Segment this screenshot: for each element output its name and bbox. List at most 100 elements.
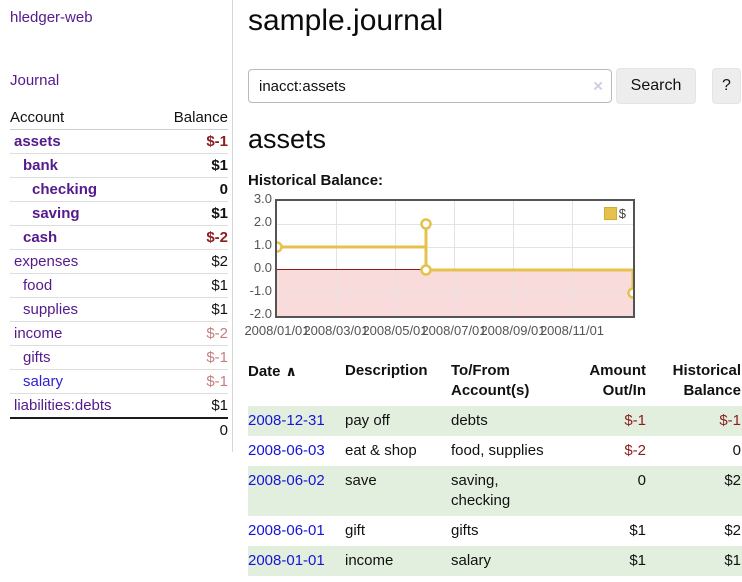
register-row: 2008-06-03 eat & shop food, supplies $-2…	[248, 436, 742, 466]
chart-legend: $	[602, 206, 627, 221]
x-tick-label: 2008/01/01	[244, 323, 310, 338]
sidebar-item-journal[interactable]: Journal	[10, 72, 60, 89]
x-tick-label: 2008/07/01	[421, 323, 487, 338]
y-tick-label: -2.0	[249, 306, 272, 321]
account-link-gifts[interactable]: gifts	[23, 349, 51, 366]
x-tick-label: 2008/09/01	[480, 323, 546, 338]
account-row-expenses: expenses $2	[10, 249, 228, 274]
account-link-bank[interactable]: bank	[23, 157, 59, 174]
accounts-table-header: Account Balance	[10, 106, 228, 130]
account-link-expenses[interactable]: expenses	[14, 253, 79, 270]
y-tick-label: 3.0	[253, 191, 272, 206]
account-balance: 0	[152, 177, 228, 202]
x-tick-label: 2008/03/01	[303, 323, 369, 338]
account-row-checking: checking 0	[10, 177, 228, 202]
transaction-date-link[interactable]: 2008-06-01	[248, 522, 325, 539]
transaction-balance: 0	[732, 442, 741, 459]
search-input[interactable]	[248, 69, 612, 103]
description-column-header: Description	[345, 362, 428, 379]
transaction-date-link[interactable]: 2008-01-01	[248, 552, 325, 569]
register-row: 2008-01-01 income salary $1 $1	[248, 546, 742, 576]
balance-column-header: Historical Balance	[672, 362, 741, 399]
search-button[interactable]: Search	[616, 68, 696, 104]
transaction-amount: $1	[629, 522, 646, 539]
sidebar: hledger-web Journal Account Balance asse…	[0, 0, 233, 452]
accounts-total-value: 0	[152, 417, 228, 442]
account-link-liabilities-debts[interactable]: liabilities:debts	[14, 397, 112, 414]
account-link-saving[interactable]: saving	[32, 205, 80, 222]
account-balance: $-1	[152, 129, 228, 154]
account-row-supplies: supplies $1	[10, 297, 228, 322]
transaction-accounts: salary	[451, 552, 492, 569]
historical-balance-chart: 3.0 2.0 1.0 0.0 -1.0 -2.0	[244, 191, 742, 347]
account-row-gifts: gifts $-1	[10, 345, 228, 370]
page-title: sample.journal	[248, 4, 444, 37]
account-balance: $2	[152, 249, 228, 274]
transaction-date-link[interactable]: 2008-06-02	[248, 472, 325, 489]
transaction-amount: $-1	[624, 412, 646, 429]
search-form: × Search ?	[248, 68, 742, 104]
account-balance: $-2	[152, 321, 228, 346]
account-balance: $1	[152, 273, 228, 298]
account-balance: $1	[152, 153, 228, 178]
transaction-description: gift	[345, 522, 366, 539]
transaction-date-link[interactable]: 2008-12-31	[248, 412, 325, 429]
x-tick-label: 2008/05/01	[362, 323, 428, 338]
account-link-cash[interactable]: cash	[23, 229, 58, 246]
search-box: ×	[248, 69, 612, 103]
date-header-label: Date	[248, 363, 281, 380]
transaction-amount: 0	[637, 472, 646, 489]
account-balance: $1	[152, 297, 228, 322]
accounts-table: Account Balance assets $-1 bank $1 check…	[10, 106, 228, 442]
amount-column-header: Amount Out/In	[589, 362, 646, 399]
legend-series-label: $	[618, 206, 626, 221]
account-heading: assets	[248, 124, 327, 154]
sort-ascending-icon: ∧	[285, 363, 297, 379]
account-link-assets[interactable]: assets	[14, 133, 61, 150]
account-balance: $-1	[152, 345, 228, 370]
account-row-bank: bank $1	[10, 153, 228, 178]
account-row-food: food $1	[10, 273, 228, 298]
transaction-description: eat & shop	[345, 442, 417, 459]
account-balance: $1	[152, 201, 228, 226]
transaction-accounts: food, supplies	[451, 442, 544, 459]
account-link-checking[interactable]: checking	[32, 181, 98, 198]
transaction-balance: $1	[724, 552, 741, 569]
account-row-cash: cash $-2	[10, 225, 228, 250]
x-tick-label: 2008/11/01	[539, 323, 605, 338]
register-header-row: Date ∧ Description To/From Account(s) Amo…	[248, 359, 742, 406]
account-column-header: Account	[10, 106, 153, 130]
transaction-description: save	[345, 472, 377, 489]
transaction-accounts: saving, checking	[451, 472, 511, 509]
account-row-salary: salary $-1	[10, 369, 228, 394]
accounts-column-header: To/From Account(s)	[451, 362, 530, 399]
account-link-income[interactable]: income	[14, 325, 63, 342]
clear-search-icon[interactable]: ×	[593, 76, 603, 96]
account-link-salary[interactable]: salary	[23, 373, 64, 390]
account-balance: $-1	[152, 369, 228, 394]
legend-color-swatch	[603, 207, 617, 220]
account-balance: $1	[152, 393, 228, 419]
help-button[interactable]: ?	[712, 68, 741, 104]
transaction-accounts: gifts	[451, 522, 479, 539]
balance-line-series	[277, 218, 633, 299]
transaction-balance: $2	[724, 472, 741, 489]
account-balance: $-2	[152, 225, 228, 250]
account-row-liabilities-debts: liabilities:debts $1	[10, 393, 228, 419]
register-table: Date ∧ Description To/From Account(s) Amo…	[248, 359, 742, 576]
accounts-total-row: 0	[10, 417, 228, 442]
account-link-supplies[interactable]: supplies	[23, 301, 79, 318]
transaction-date-link[interactable]: 2008-06-03	[248, 442, 325, 459]
y-tick-label: 0.0	[253, 260, 272, 275]
register-row: 2008-12-31 pay off debts $-1 $-1	[248, 406, 742, 436]
chart-plot-area: $	[275, 199, 635, 318]
account-link-food[interactable]: food	[23, 277, 53, 294]
balance-column-header: Balance	[152, 106, 228, 130]
transaction-amount: $-2	[624, 442, 646, 459]
y-tick-label: -1.0	[249, 283, 272, 298]
date-column-header[interactable]: Date ∧	[248, 359, 345, 406]
transaction-description: pay off	[345, 412, 390, 429]
main-content: sample.journal × Search ? assets Histori…	[244, 0, 742, 576]
chart-title: Historical Balance:	[248, 172, 384, 189]
app-title-link[interactable]: hledger-web	[10, 9, 93, 26]
